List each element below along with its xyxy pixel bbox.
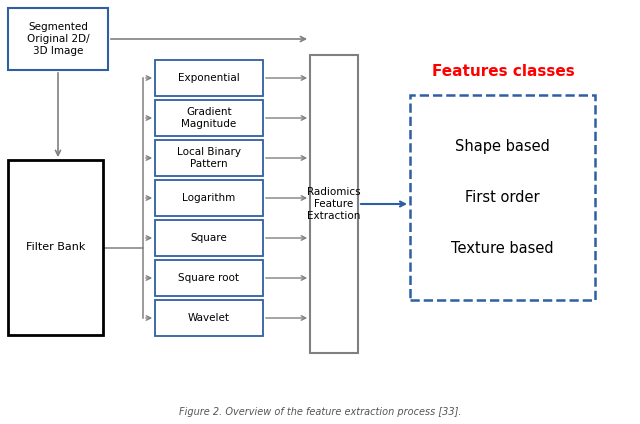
Text: Logarithm: Logarithm <box>182 193 236 203</box>
Text: Features classes: Features classes <box>431 64 574 80</box>
Text: Filter Bank: Filter Bank <box>26 243 85 253</box>
Text: Segmented
Original 2D/
3D Image: Segmented Original 2D/ 3D Image <box>27 22 90 56</box>
Bar <box>155 60 263 96</box>
Bar <box>155 260 263 296</box>
Bar <box>155 220 263 256</box>
Text: Gradient
Magnitude: Gradient Magnitude <box>181 107 237 129</box>
Bar <box>155 300 263 336</box>
Text: Shape based: Shape based <box>455 139 550 154</box>
Text: Square: Square <box>191 233 227 243</box>
Text: Local Binary
Pattern: Local Binary Pattern <box>177 147 241 169</box>
Bar <box>310 55 358 353</box>
Bar <box>8 8 108 70</box>
Text: Wavelet: Wavelet <box>188 313 230 323</box>
Bar <box>410 95 595 300</box>
Bar <box>8 160 103 335</box>
Text: Exponential: Exponential <box>178 73 240 83</box>
Text: Figure 2. Overview of the feature extraction process [33].: Figure 2. Overview of the feature extrac… <box>179 407 461 417</box>
Text: First order: First order <box>465 190 540 205</box>
Text: Texture based: Texture based <box>451 241 554 256</box>
Text: Square root: Square root <box>179 273 239 283</box>
Text: Radiomics
Feature
Extraction: Radiomics Feature Extraction <box>307 187 361 220</box>
Bar <box>155 100 263 136</box>
Bar <box>155 140 263 176</box>
Bar <box>155 180 263 216</box>
